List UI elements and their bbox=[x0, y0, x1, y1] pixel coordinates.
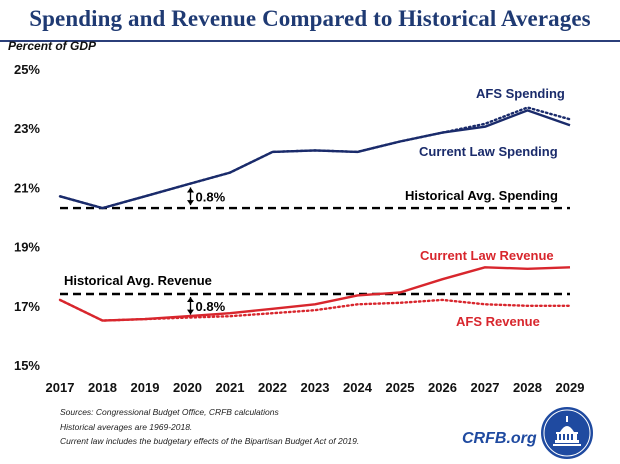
arrowhead-down bbox=[187, 200, 194, 206]
series-line-current-law-revenue bbox=[59, 266, 571, 322]
y-tick-label: 19% bbox=[14, 240, 40, 255]
x-tick-label: 2027 bbox=[471, 380, 500, 395]
x-tick-label: 2021 bbox=[216, 380, 245, 395]
label-afs-spending: AFS Spending bbox=[476, 86, 565, 101]
y-axis-label: Percent of GDP bbox=[8, 39, 97, 53]
x-tick-label: 2020 bbox=[173, 380, 202, 395]
gap-annotation-label: 0.8% bbox=[196, 189, 226, 204]
title-divider bbox=[0, 40, 620, 42]
x-tick-label: 2017 bbox=[46, 380, 75, 395]
label-historical-avg-revenue: Historical Avg. Revenue bbox=[64, 273, 212, 288]
footnote-current-law: Current law includes the budgetary effec… bbox=[60, 436, 360, 446]
label-afs-revenue: AFS Revenue bbox=[456, 314, 540, 329]
label-historical-avg-spending: Historical Avg. Spending bbox=[405, 188, 558, 203]
arrowhead-down bbox=[187, 309, 194, 315]
x-tick-label: 2026 bbox=[428, 380, 457, 395]
gap-annotation-label: 0.8% bbox=[196, 299, 226, 314]
y-tick-label: 15% bbox=[14, 358, 40, 373]
x-tick-label: 2019 bbox=[131, 380, 160, 395]
arrowhead-up bbox=[187, 296, 194, 302]
x-tick-label: 2022 bbox=[258, 380, 287, 395]
x-tick-label: 2018 bbox=[88, 380, 117, 395]
y-tick-label: 21% bbox=[14, 180, 40, 195]
x-tick-label: 2025 bbox=[386, 380, 415, 395]
line-chart: Percent of GDP 15% 17% 19% 21% 23% 25% 2017 20… bbox=[8, 39, 585, 395]
y-tick-label: 17% bbox=[14, 299, 40, 314]
brand-name: CRFB.org bbox=[462, 430, 537, 447]
capitol-seal-icon bbox=[539, 405, 595, 461]
footnote-historical: Historical averages are 1969-2018. bbox=[60, 421, 193, 432]
label-current-law-spending: Current Law Spending bbox=[419, 144, 558, 159]
x-tick-label: 2029 bbox=[556, 380, 585, 395]
footnotes: Sources: Congressional Budget Office, CR… bbox=[60, 405, 359, 449]
arrowhead-up bbox=[187, 187, 194, 193]
y-tick-label: 23% bbox=[14, 121, 40, 136]
label-current-law-revenue: Current Law Revenue bbox=[420, 248, 554, 263]
x-tick-label: 2023 bbox=[301, 380, 330, 395]
x-tick-label: 2024 bbox=[343, 380, 373, 395]
series-line-current-law-spending bbox=[59, 109, 571, 210]
y-tick-label: 25% bbox=[14, 62, 40, 77]
chart-title: Spending and Revenue Compared to Histori… bbox=[29, 6, 591, 31]
x-tick-label: 2028 bbox=[513, 380, 542, 395]
footnote-sources: Sources: Congressional Budget Office, CR… bbox=[60, 407, 279, 417]
